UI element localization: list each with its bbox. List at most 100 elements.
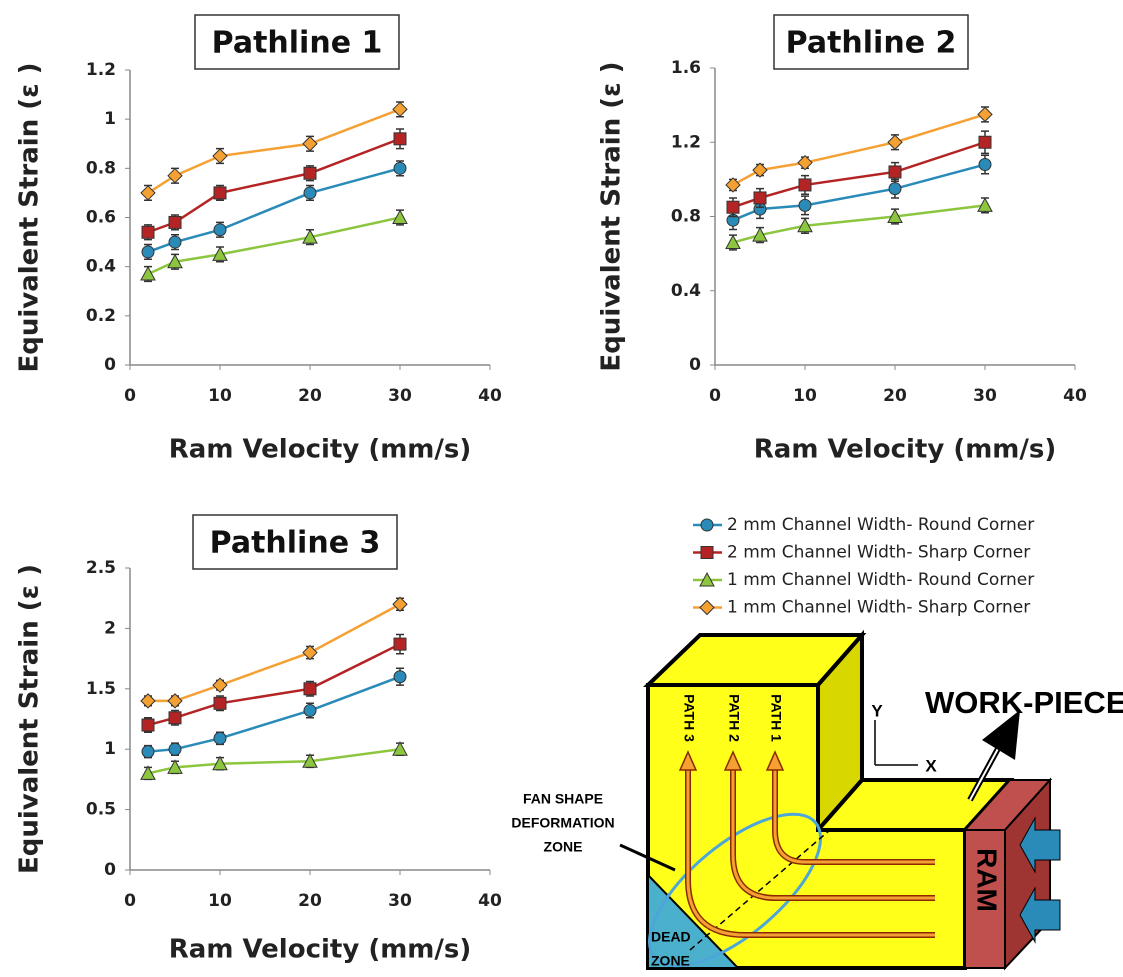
y-tick-label: 0.8 bbox=[671, 207, 701, 227]
marker bbox=[798, 178, 812, 192]
path-1-inner bbox=[773, 765, 935, 864]
marker bbox=[392, 209, 408, 224]
marker bbox=[140, 185, 156, 201]
x-tick-label: 20 bbox=[298, 386, 322, 406]
marker bbox=[798, 198, 812, 212]
path-label: PATH 1 bbox=[768, 694, 784, 742]
marker bbox=[140, 765, 156, 780]
marker bbox=[167, 693, 183, 709]
y-tick-label: 0.4 bbox=[86, 257, 116, 277]
series-line bbox=[732, 163, 986, 222]
marker bbox=[797, 154, 813, 171]
axis-x-label: X bbox=[925, 756, 937, 775]
marker bbox=[167, 759, 183, 774]
marker bbox=[303, 166, 317, 180]
marker bbox=[168, 742, 182, 756]
marker bbox=[978, 135, 992, 149]
legend-label: 2 mm Channel Width- Round Corner bbox=[727, 515, 1034, 535]
marker bbox=[303, 682, 317, 696]
y-tick-label: 0 bbox=[104, 860, 116, 880]
marker bbox=[168, 215, 182, 229]
title-box bbox=[194, 14, 400, 70]
marker bbox=[302, 753, 318, 768]
marker bbox=[141, 718, 155, 732]
pointer-head bbox=[982, 710, 1020, 760]
x-tick-label: 0 bbox=[124, 891, 136, 911]
legend-label: 1 mm Channel Width- Sharp Corner bbox=[727, 598, 1030, 618]
fan-zone-label: FAN SHAPE bbox=[523, 791, 603, 807]
fan-pointer bbox=[619, 843, 676, 872]
y-tick-label: 0 bbox=[104, 355, 116, 375]
x-tick-label: 0 bbox=[124, 386, 136, 406]
chart-title: Pathline 3 bbox=[210, 526, 381, 561]
marker bbox=[213, 696, 227, 710]
y-tick-label: 1 bbox=[104, 739, 116, 759]
diagram: PATH 3 PATH 2 PATH 1 WORK-PIECE Y X FAN SHAPE D… bbox=[511, 629, 1123, 971]
marker bbox=[141, 245, 155, 259]
ram-arrow bbox=[1019, 816, 1061, 874]
y-axis-label: Equivalent Strain (ε ) bbox=[15, 62, 45, 372]
title-box bbox=[773, 14, 969, 70]
marker bbox=[392, 741, 408, 756]
marker bbox=[393, 161, 407, 175]
x-tick-label: 10 bbox=[793, 386, 817, 406]
y-tick-label: 1.6 bbox=[671, 58, 701, 78]
ram-arrow bbox=[1019, 886, 1061, 944]
legend-marker bbox=[700, 546, 714, 559]
y-tick-label: 1 bbox=[104, 109, 116, 129]
marker bbox=[212, 148, 228, 164]
marker bbox=[725, 177, 741, 193]
marker bbox=[392, 101, 408, 118]
y-tick-label: 0.2 bbox=[86, 306, 116, 326]
marker bbox=[213, 731, 227, 745]
x-tick-label: 10 bbox=[208, 891, 232, 911]
marker bbox=[977, 197, 993, 212]
workpiece-label: WORK-PIECE bbox=[925, 685, 1123, 720]
fan-zone bbox=[648, 812, 822, 968]
x-tick-label: 10 bbox=[208, 386, 232, 406]
series-line bbox=[732, 204, 986, 244]
marker bbox=[141, 225, 155, 239]
x-tick-label: 30 bbox=[388, 891, 412, 911]
x-axis-label: Ram Velocity (mm/s) bbox=[169, 935, 472, 965]
arrowhead bbox=[765, 750, 785, 771]
legend-marker bbox=[699, 571, 715, 587]
marker bbox=[752, 227, 768, 242]
y-axis-label: Equivalent Strain (ε ) bbox=[15, 564, 45, 874]
series-line bbox=[147, 747, 401, 775]
chart-title: Pathline 1 bbox=[212, 26, 383, 61]
title-box bbox=[192, 514, 398, 570]
x-tick-label: 20 bbox=[298, 891, 322, 911]
marker bbox=[213, 186, 227, 200]
marker bbox=[888, 165, 902, 179]
marker bbox=[167, 253, 183, 269]
marker bbox=[393, 670, 407, 684]
marker bbox=[392, 596, 408, 612]
x-tick-label: 30 bbox=[388, 386, 412, 406]
chart-title: Pathline 2 bbox=[786, 26, 957, 61]
marker bbox=[797, 217, 813, 233]
marker bbox=[888, 182, 902, 196]
marker bbox=[302, 644, 318, 661]
marker bbox=[168, 711, 182, 725]
x-tick-label: 40 bbox=[478, 891, 502, 911]
marker bbox=[212, 677, 228, 693]
y-tick-label: 0 bbox=[689, 355, 701, 375]
ram-front bbox=[964, 829, 1006, 969]
axis-y-label: Y bbox=[871, 701, 883, 720]
marker bbox=[168, 235, 182, 249]
marker bbox=[977, 106, 993, 123]
x-tick-label: 20 bbox=[883, 386, 907, 406]
marker bbox=[302, 229, 318, 244]
marker bbox=[393, 132, 407, 146]
dead-zone bbox=[647, 872, 741, 969]
marker bbox=[212, 755, 228, 771]
legend-label: 1 mm Channel Width- Round Corner bbox=[727, 570, 1034, 590]
marker bbox=[302, 136, 318, 152]
marker bbox=[140, 265, 156, 281]
dead-zone-label: ZONE bbox=[651, 953, 690, 969]
marker bbox=[726, 200, 740, 214]
y-tick-label: 2.5 bbox=[86, 558, 116, 578]
series-line bbox=[147, 216, 401, 276]
y-tick-label: 1.2 bbox=[671, 132, 701, 152]
